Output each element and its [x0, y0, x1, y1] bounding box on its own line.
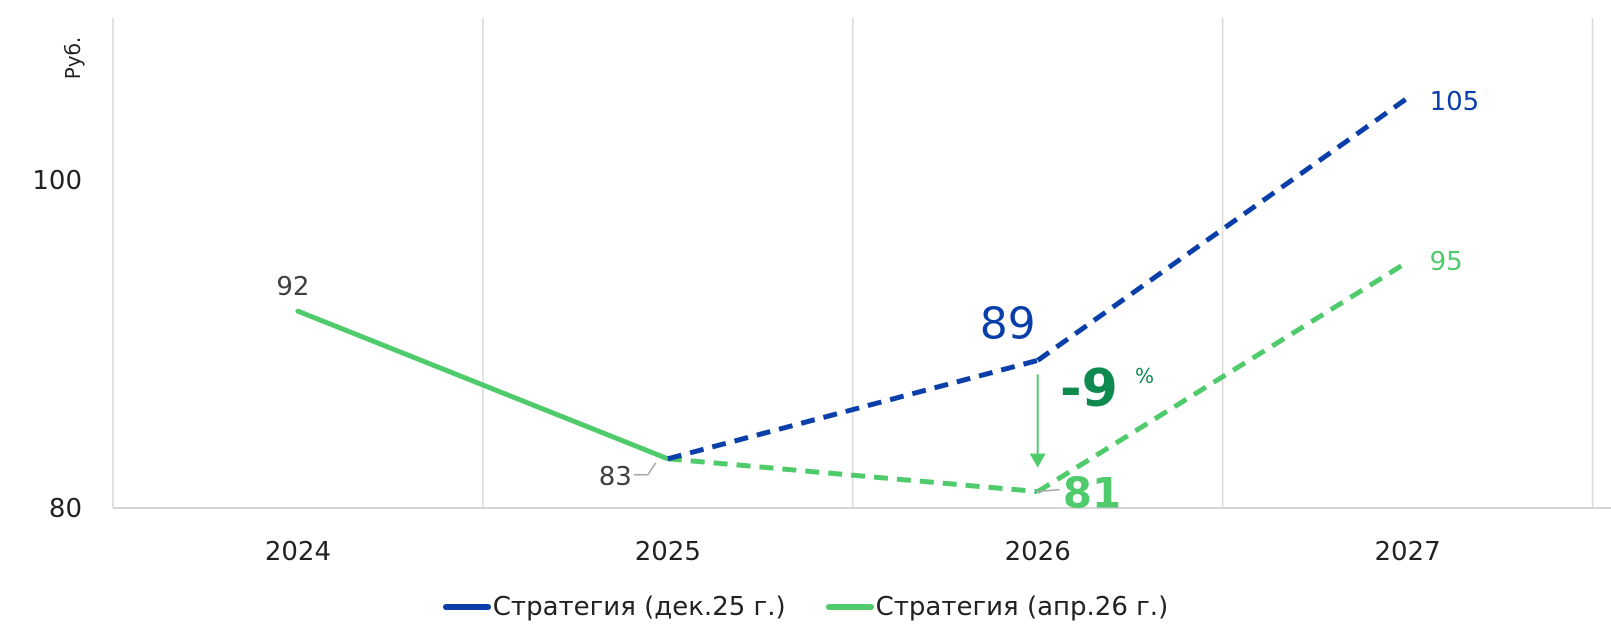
- legend-item-dec25: Стратегия (дек.25 г.): [442, 592, 786, 622]
- difference-unit: %: [1135, 364, 1154, 388]
- x-tick-label: 2025: [635, 537, 701, 567]
- series-group: [295, 95, 1410, 495]
- series-apr26-line: [295, 308, 671, 462]
- data-label: 89: [980, 298, 1036, 349]
- data-label: 83: [599, 462, 632, 492]
- y-axis-label: Руб.: [61, 37, 85, 80]
- leader-line: [633, 462, 657, 476]
- x-axis-ticks: 2024 2025 2026 2027: [265, 537, 1441, 567]
- data-labels: 92 83 89 81 105 95: [276, 87, 1479, 518]
- y-tick-label: 100: [32, 166, 82, 196]
- legend-item-apr26: Стратегия (апр.26 г.): [825, 592, 1169, 622]
- legend: Стратегия (дек.25 г.) Стратегия (апр.26 …: [0, 592, 1611, 622]
- difference-value: -9: [1060, 359, 1118, 419]
- y-tick-label: 80: [49, 494, 82, 524]
- data-label: 95: [1430, 247, 1463, 277]
- x-tick-label: 2027: [1374, 537, 1440, 567]
- data-label: 81: [1063, 469, 1121, 518]
- grid: [112, 18, 1594, 508]
- series-dec25-line: [667, 357, 1039, 462]
- legend-label-dec25: Стратегия (дек.25 г.): [492, 592, 786, 622]
- legend-swatch-dec25: [442, 604, 491, 610]
- x-tick-label: 2024: [265, 537, 331, 567]
- leader-line: [1035, 488, 1060, 493]
- data-label: 92: [276, 272, 309, 302]
- x-tick-label: 2026: [1005, 537, 1071, 567]
- legend-label-apr26: Стратегия (апр.26 г.): [875, 592, 1169, 622]
- difference-arrow: [1029, 374, 1046, 468]
- series-dec25-line: [1036, 95, 1410, 363]
- series-apr26-line: [1036, 259, 1409, 494]
- data-label: 105: [1430, 87, 1480, 117]
- legend-swatch-apr26: [825, 604, 874, 610]
- arrow-head: [1029, 453, 1046, 468]
- y-axis-ticks: 80 100: [32, 166, 82, 524]
- series-apr26-line: [667, 456, 1038, 495]
